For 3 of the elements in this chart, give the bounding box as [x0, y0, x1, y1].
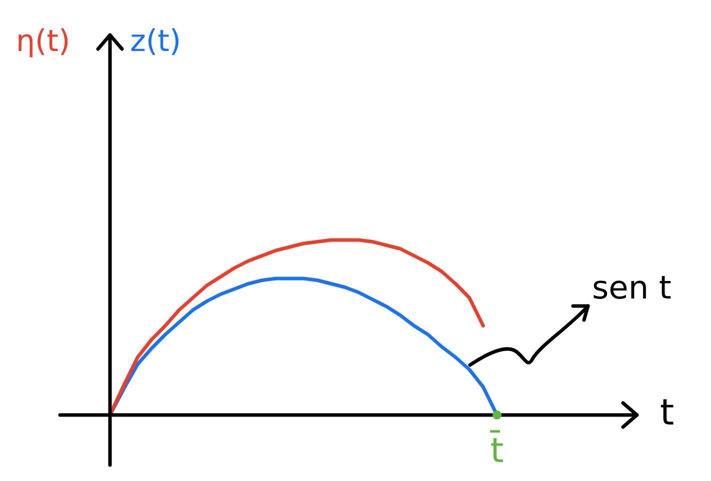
x-axis-title: t — [660, 392, 674, 434]
text: t̄ — [490, 430, 504, 471]
text: η(t) — [16, 24, 70, 59]
